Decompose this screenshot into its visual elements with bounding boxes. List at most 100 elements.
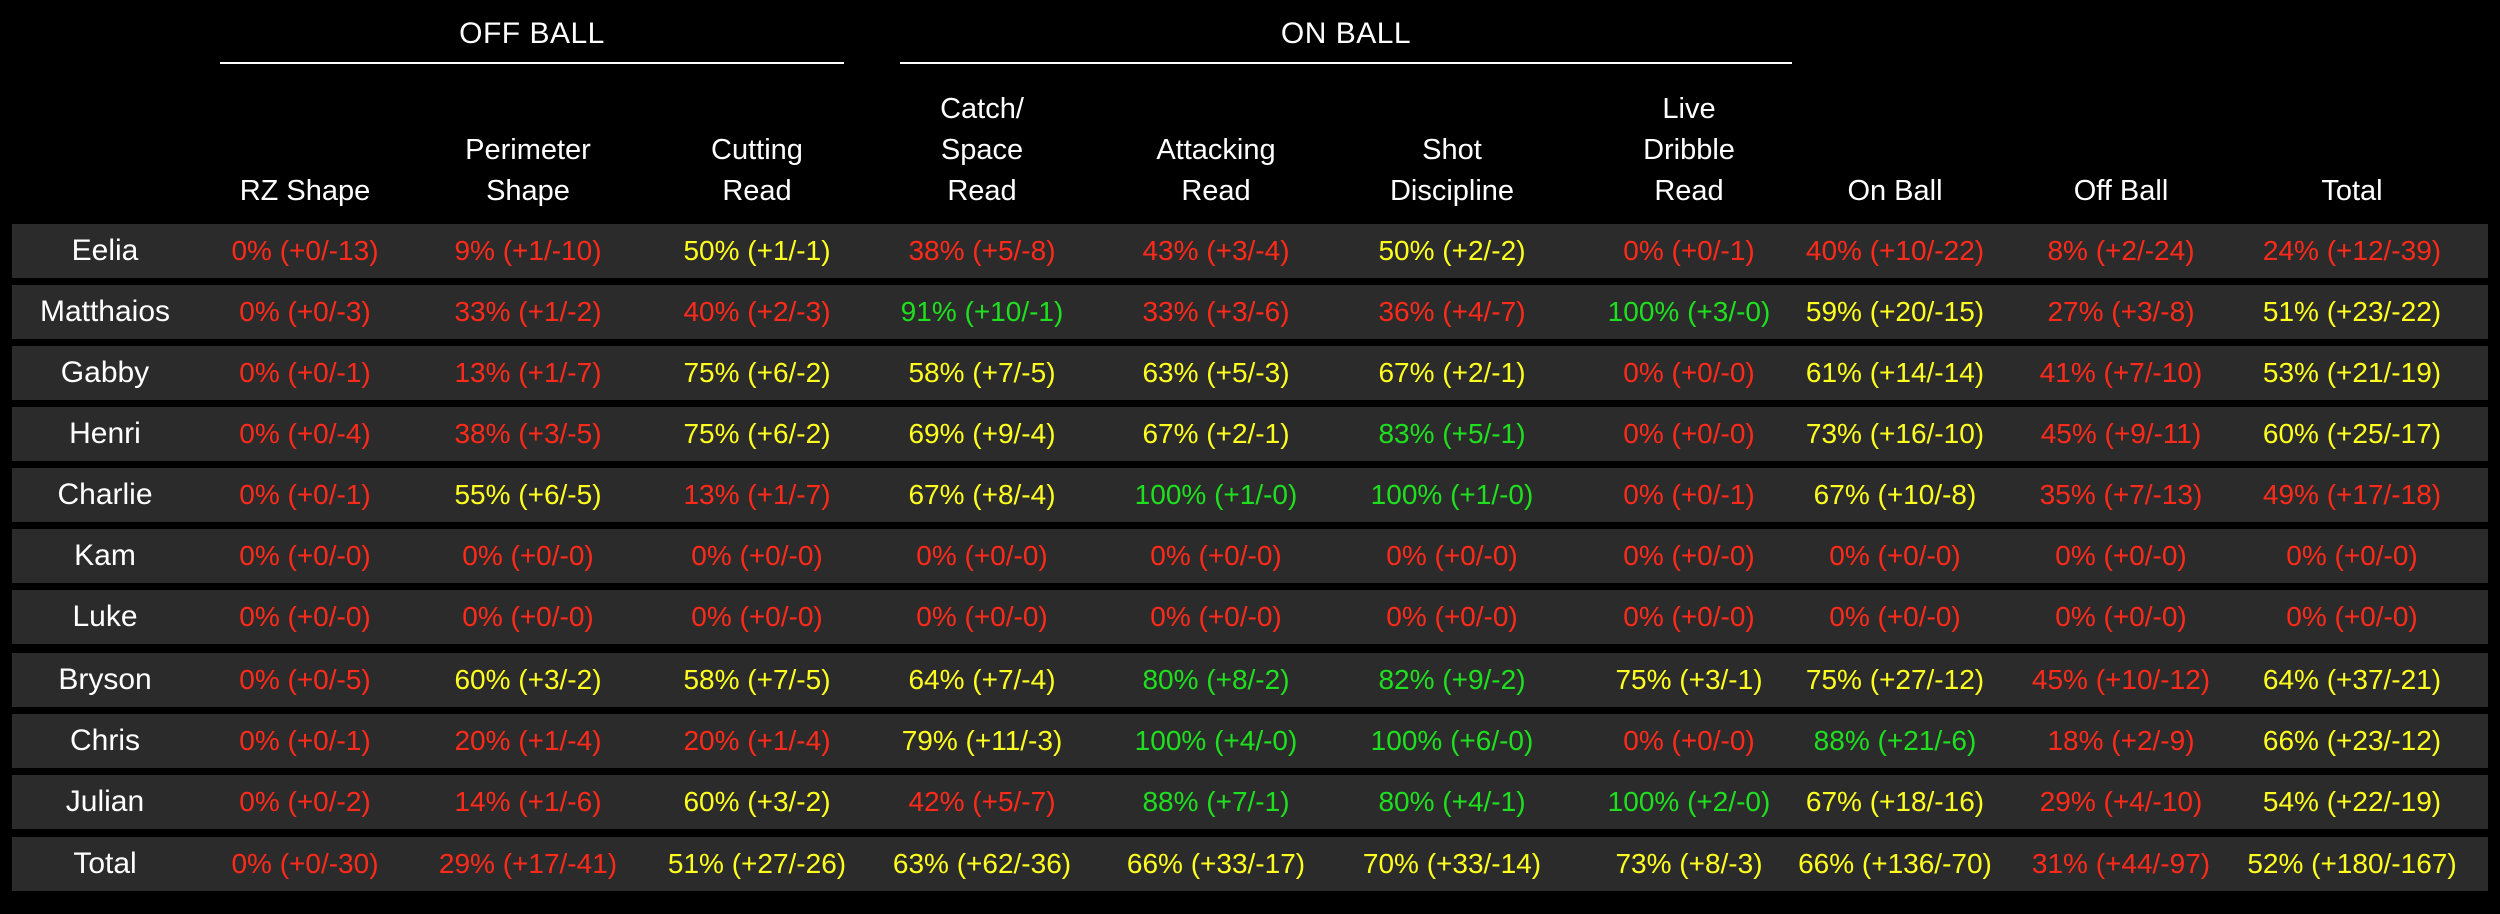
stat-cell: 0% (+0/-0) [1623, 357, 1755, 388]
stat-cell: 33% (+1/-2) [454, 296, 602, 327]
stat-cell: 41% (+7/-10) [2039, 357, 2203, 388]
stat-cell: 67% (+10/-8) [1813, 479, 1977, 510]
stat-cell: 66% (+23/-12) [2262, 725, 2442, 756]
stat-cell: 80% (+8/-2) [1142, 664, 1290, 695]
stat-cell: 0% (+0/-0) [1386, 540, 1518, 571]
total-row [12, 837, 2488, 891]
stat-cell: 0% (+0/-0) [691, 601, 823, 632]
stat-cell: 50% (+1/-1) [683, 235, 831, 266]
column-header: Cutting Read [711, 134, 803, 207]
stat-cell: 29% (+4/-10) [2039, 786, 2203, 817]
stat-cell: 100% (+3/-0) [1607, 296, 1771, 327]
table-row [12, 529, 2488, 583]
stat-cell: 13% (+1/-7) [454, 357, 602, 388]
stat-cell: 0% (+0/-2) [239, 786, 371, 817]
stat-cell: 45% (+9/-11) [2040, 418, 2202, 449]
stat-cell: 0% (+0/-30) [231, 848, 379, 879]
stat-cell: 75% (+27/-12) [1805, 664, 1985, 695]
stat-cell: 51% (+23/-22) [2262, 296, 2442, 327]
stat-cell: 88% (+7/-1) [1142, 786, 1290, 817]
stat-cell: 73% (+8/-3) [1615, 848, 1763, 879]
stat-cell: 49% (+17/-18) [2262, 479, 2442, 510]
player-name: Bryson [58, 663, 152, 696]
stat-cell: 67% (+2/-1) [1378, 357, 1526, 388]
player-name: Eelia [71, 234, 139, 267]
table-row [12, 224, 2488, 278]
stat-cell: 0% (+0/-0) [2055, 540, 2187, 571]
stat-cell: 35% (+7/-13) [2039, 479, 2203, 510]
stat-cell: 0% (+0/-0) [2286, 601, 2418, 632]
column-header: On Ball [1847, 175, 1943, 207]
stat-cell: 100% (+2/-0) [1607, 786, 1771, 817]
table-row [12, 346, 2488, 400]
stat-cell: 67% (+2/-1) [1142, 418, 1290, 449]
stat-cell: 0% (+0/-0) [462, 601, 594, 632]
group-label-off-ball: OFF BALL [459, 17, 605, 50]
stat-cell: 18% (+2/-9) [2047, 725, 2195, 756]
stat-cell: 100% (+1/-0) [1134, 479, 1298, 510]
stat-cell: 13% (+1/-7) [683, 479, 831, 510]
player-name: Matthaios [39, 295, 171, 328]
table-row [12, 714, 2488, 768]
stat-cell: 59% (+20/-15) [1805, 296, 1985, 327]
stat-cell: 58% (+7/-5) [908, 357, 1056, 388]
group-divider-off-ball [220, 62, 844, 64]
stat-cell: 91% (+10/-1) [900, 296, 1064, 327]
player-name: Henri [69, 417, 141, 450]
stat-cell: 73% (+16/-10) [1805, 418, 1985, 449]
stat-cell: 0% (+0/-0) [916, 540, 1048, 571]
stat-cell: 20% (+1/-4) [454, 725, 602, 756]
player-name: Julian [65, 785, 145, 818]
stat-cell: 60% (+25/-17) [2262, 418, 2442, 449]
stat-cell: 75% (+6/-2) [683, 418, 831, 449]
stat-cell: 0% (+0/-0) [462, 540, 594, 571]
stat-cell: 0% (+0/-0) [1150, 540, 1282, 571]
stat-cell: 33% (+3/-6) [1142, 296, 1290, 327]
table-row [12, 775, 2488, 829]
stat-cell: 0% (+0/-0) [1623, 601, 1755, 632]
stat-cell: 51% (+27/-26) [667, 848, 847, 879]
stat-cell: 38% (+5/-8) [908, 235, 1056, 266]
column-header: Catch/ Space Read [940, 93, 1024, 207]
stat-cell: 0% (+0/-1) [1623, 235, 1755, 266]
stat-cell: 100% (+6/-0) [1370, 725, 1534, 756]
column-header: RZ Shape [239, 175, 371, 207]
stat-cell: 79% (+11/-3) [901, 725, 1063, 756]
stat-cell: 69% (+9/-4) [908, 418, 1056, 449]
stat-cell: 0% (+0/-0) [1623, 540, 1755, 571]
stat-cell: 0% (+0/-0) [916, 601, 1048, 632]
stat-cell: 36% (+4/-7) [1378, 296, 1526, 327]
column-header: Shot Discipline [1389, 134, 1515, 207]
stat-cell: 0% (+0/-1) [239, 479, 371, 510]
stat-cell: 8% (+2/-24) [2047, 235, 2195, 266]
stat-cell: 14% (+1/-6) [454, 786, 602, 817]
stat-cell: 82% (+9/-2) [1378, 664, 1526, 695]
stat-cell: 0% (+0/-3) [239, 296, 371, 327]
player-name: Luke [72, 600, 138, 633]
stat-cell: 60% (+3/-2) [454, 664, 602, 695]
stat-cell: 63% (+5/-3) [1142, 357, 1290, 388]
group-divider-on-ball [900, 62, 1792, 64]
player-name: Kam [74, 539, 136, 572]
stat-cell: 64% (+37/-21) [2262, 664, 2442, 695]
stat-cell: 75% (+6/-2) [683, 357, 831, 388]
stat-cell: 0% (+0/-0) [1829, 601, 1961, 632]
stat-cell: 38% (+3/-5) [454, 418, 602, 449]
stat-cell: 67% (+18/-16) [1805, 786, 1985, 817]
stat-cell: 0% (+0/-1) [1623, 479, 1755, 510]
stat-cell: 0% (+0/-5) [239, 664, 371, 695]
stat-cell: 40% (+2/-3) [683, 296, 831, 327]
stat-cell: 9% (+1/-10) [454, 235, 602, 266]
stat-cell: 20% (+1/-4) [683, 725, 831, 756]
stat-cell: 0% (+0/-13) [231, 235, 379, 266]
table-row [12, 407, 2488, 461]
stat-cell: 0% (+0/-0) [1829, 540, 1961, 571]
stat-cell: 45% (+10/-12) [2031, 664, 2211, 695]
table-row [12, 653, 2488, 707]
table-row [12, 590, 2488, 644]
stat-cell: 53% (+21/-19) [2262, 357, 2442, 388]
stat-cell: 0% (+0/-4) [239, 418, 371, 449]
stat-cell: 40% (+10/-22) [1805, 235, 1985, 266]
column-header: Total [2321, 175, 2383, 207]
stat-cell: 0% (+0/-0) [239, 540, 371, 571]
